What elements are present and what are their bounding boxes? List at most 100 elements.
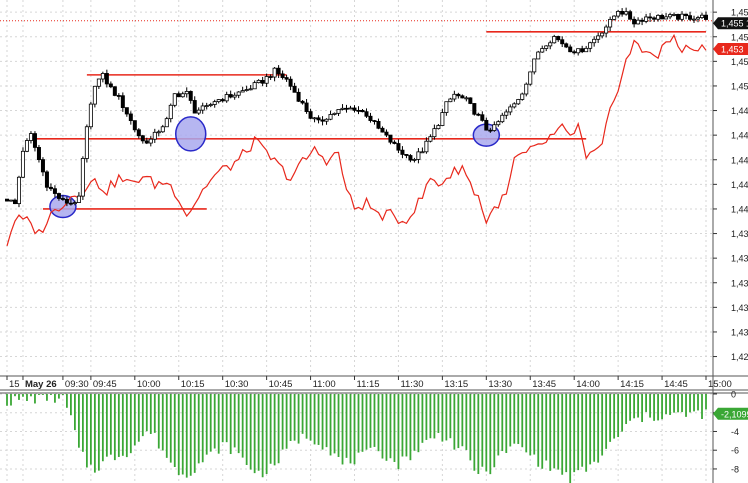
price-bar bbox=[464, 96, 469, 102]
price-bar-body bbox=[600, 32, 605, 37]
price-bar-body bbox=[476, 113, 481, 116]
price-bar bbox=[340, 104, 345, 111]
price-bar-body bbox=[64, 199, 69, 204]
price-bar-body bbox=[408, 155, 413, 161]
price-bar-body bbox=[500, 114, 505, 123]
highlight-circle bbox=[174, 116, 207, 152]
price-bar-body bbox=[496, 121, 501, 126]
price-bar-body bbox=[464, 97, 469, 100]
price-bar-body bbox=[624, 11, 629, 15]
price-bar-body bbox=[352, 107, 357, 111]
price-bar-body bbox=[96, 78, 101, 87]
price-bar-body bbox=[376, 121, 381, 129]
last-price-tag-shape bbox=[713, 17, 748, 30]
price-bar bbox=[372, 119, 377, 125]
price-bar-body bbox=[676, 14, 681, 20]
price-bar-body bbox=[160, 126, 165, 133]
price-bar-body bbox=[648, 16, 653, 19]
price-bar-body bbox=[508, 106, 513, 113]
price-bar-body bbox=[356, 109, 361, 112]
price-bar-body bbox=[144, 140, 149, 144]
price-tick-label: 1,434 bbox=[731, 278, 748, 288]
price-bar-body bbox=[432, 128, 437, 138]
price-bar-body bbox=[380, 127, 385, 133]
price-bar bbox=[456, 92, 461, 99]
price-bar-body bbox=[112, 86, 117, 96]
price-bar bbox=[20, 147, 25, 179]
red-line-series bbox=[6, 33, 707, 247]
price-bar-body bbox=[60, 198, 65, 200]
price-tick-label: 1,444 bbox=[731, 155, 748, 165]
time-tick-label: 14:15 bbox=[620, 379, 644, 390]
price-bar-body bbox=[656, 14, 661, 20]
price-tick-label: 1,436 bbox=[731, 254, 748, 264]
price-bar-body bbox=[692, 18, 697, 21]
price-bar bbox=[604, 24, 609, 38]
price-bar bbox=[524, 82, 529, 97]
price-bar bbox=[508, 104, 513, 116]
price-bar bbox=[388, 134, 393, 145]
price-bar-body bbox=[388, 134, 393, 143]
price-bar bbox=[32, 131, 37, 152]
price-bar bbox=[252, 80, 257, 90]
price-bar-body bbox=[228, 94, 233, 98]
price-bar bbox=[64, 196, 69, 207]
time-tick-label: May 26 bbox=[25, 379, 57, 390]
price-bar-body bbox=[556, 36, 561, 41]
price-bar bbox=[564, 42, 569, 49]
price-bar bbox=[204, 102, 209, 110]
price-bar bbox=[492, 121, 497, 132]
price-bar bbox=[216, 98, 221, 104]
price-bar bbox=[304, 99, 309, 114]
price-bar bbox=[496, 120, 501, 127]
price-bar bbox=[120, 92, 125, 112]
price-bar bbox=[576, 48, 581, 56]
price-bar-body bbox=[444, 101, 449, 113]
price-bar bbox=[248, 85, 253, 91]
price-bar-body bbox=[704, 14, 709, 20]
price-bar bbox=[8, 199, 13, 202]
price-tick-label: 1,442 bbox=[731, 180, 748, 190]
price-bar-body bbox=[320, 119, 325, 122]
price-bar-body bbox=[652, 17, 657, 20]
price-bar-body bbox=[636, 19, 641, 25]
time-tick-label: 10:30 bbox=[225, 379, 249, 390]
price-bar bbox=[412, 157, 417, 163]
time-tick-label: 10:15 bbox=[181, 379, 205, 390]
price-bar bbox=[572, 49, 577, 55]
price-bar bbox=[48, 183, 53, 191]
price-bar bbox=[368, 112, 373, 123]
price-bar bbox=[208, 102, 213, 108]
price-bar bbox=[684, 13, 689, 20]
price-bar bbox=[512, 102, 517, 109]
price-bar-body bbox=[280, 73, 285, 78]
price-bar-body bbox=[276, 67, 281, 75]
price-tick-label: 1,438 bbox=[731, 229, 748, 239]
price-bar bbox=[612, 15, 617, 21]
price-bar-body bbox=[48, 186, 53, 190]
price-bar-body bbox=[552, 36, 557, 44]
price-bar-body bbox=[188, 91, 193, 101]
price-bar bbox=[60, 195, 65, 201]
red-line-layer bbox=[6, 33, 707, 247]
price-bar-body bbox=[8, 199, 13, 202]
price-bar bbox=[272, 67, 277, 82]
price-bar bbox=[448, 97, 453, 103]
price-bar bbox=[96, 78, 101, 89]
time-tick-label: 09:45 bbox=[93, 379, 117, 390]
price-bar-body bbox=[596, 35, 601, 40]
price-bar-body bbox=[592, 38, 597, 44]
price-bar-body bbox=[140, 135, 145, 142]
price-bar bbox=[152, 128, 157, 143]
price-bar-body bbox=[524, 83, 529, 95]
price-bar-body bbox=[32, 133, 37, 148]
price-bar-body bbox=[544, 45, 549, 49]
price-bar-body bbox=[268, 76, 273, 78]
price-bar bbox=[276, 65, 281, 78]
price-bar-body bbox=[216, 99, 221, 103]
time-tick-label: 13:15 bbox=[444, 379, 468, 390]
price-bar bbox=[16, 175, 21, 208]
price-bar bbox=[288, 76, 293, 91]
price-bar-body bbox=[548, 42, 553, 47]
